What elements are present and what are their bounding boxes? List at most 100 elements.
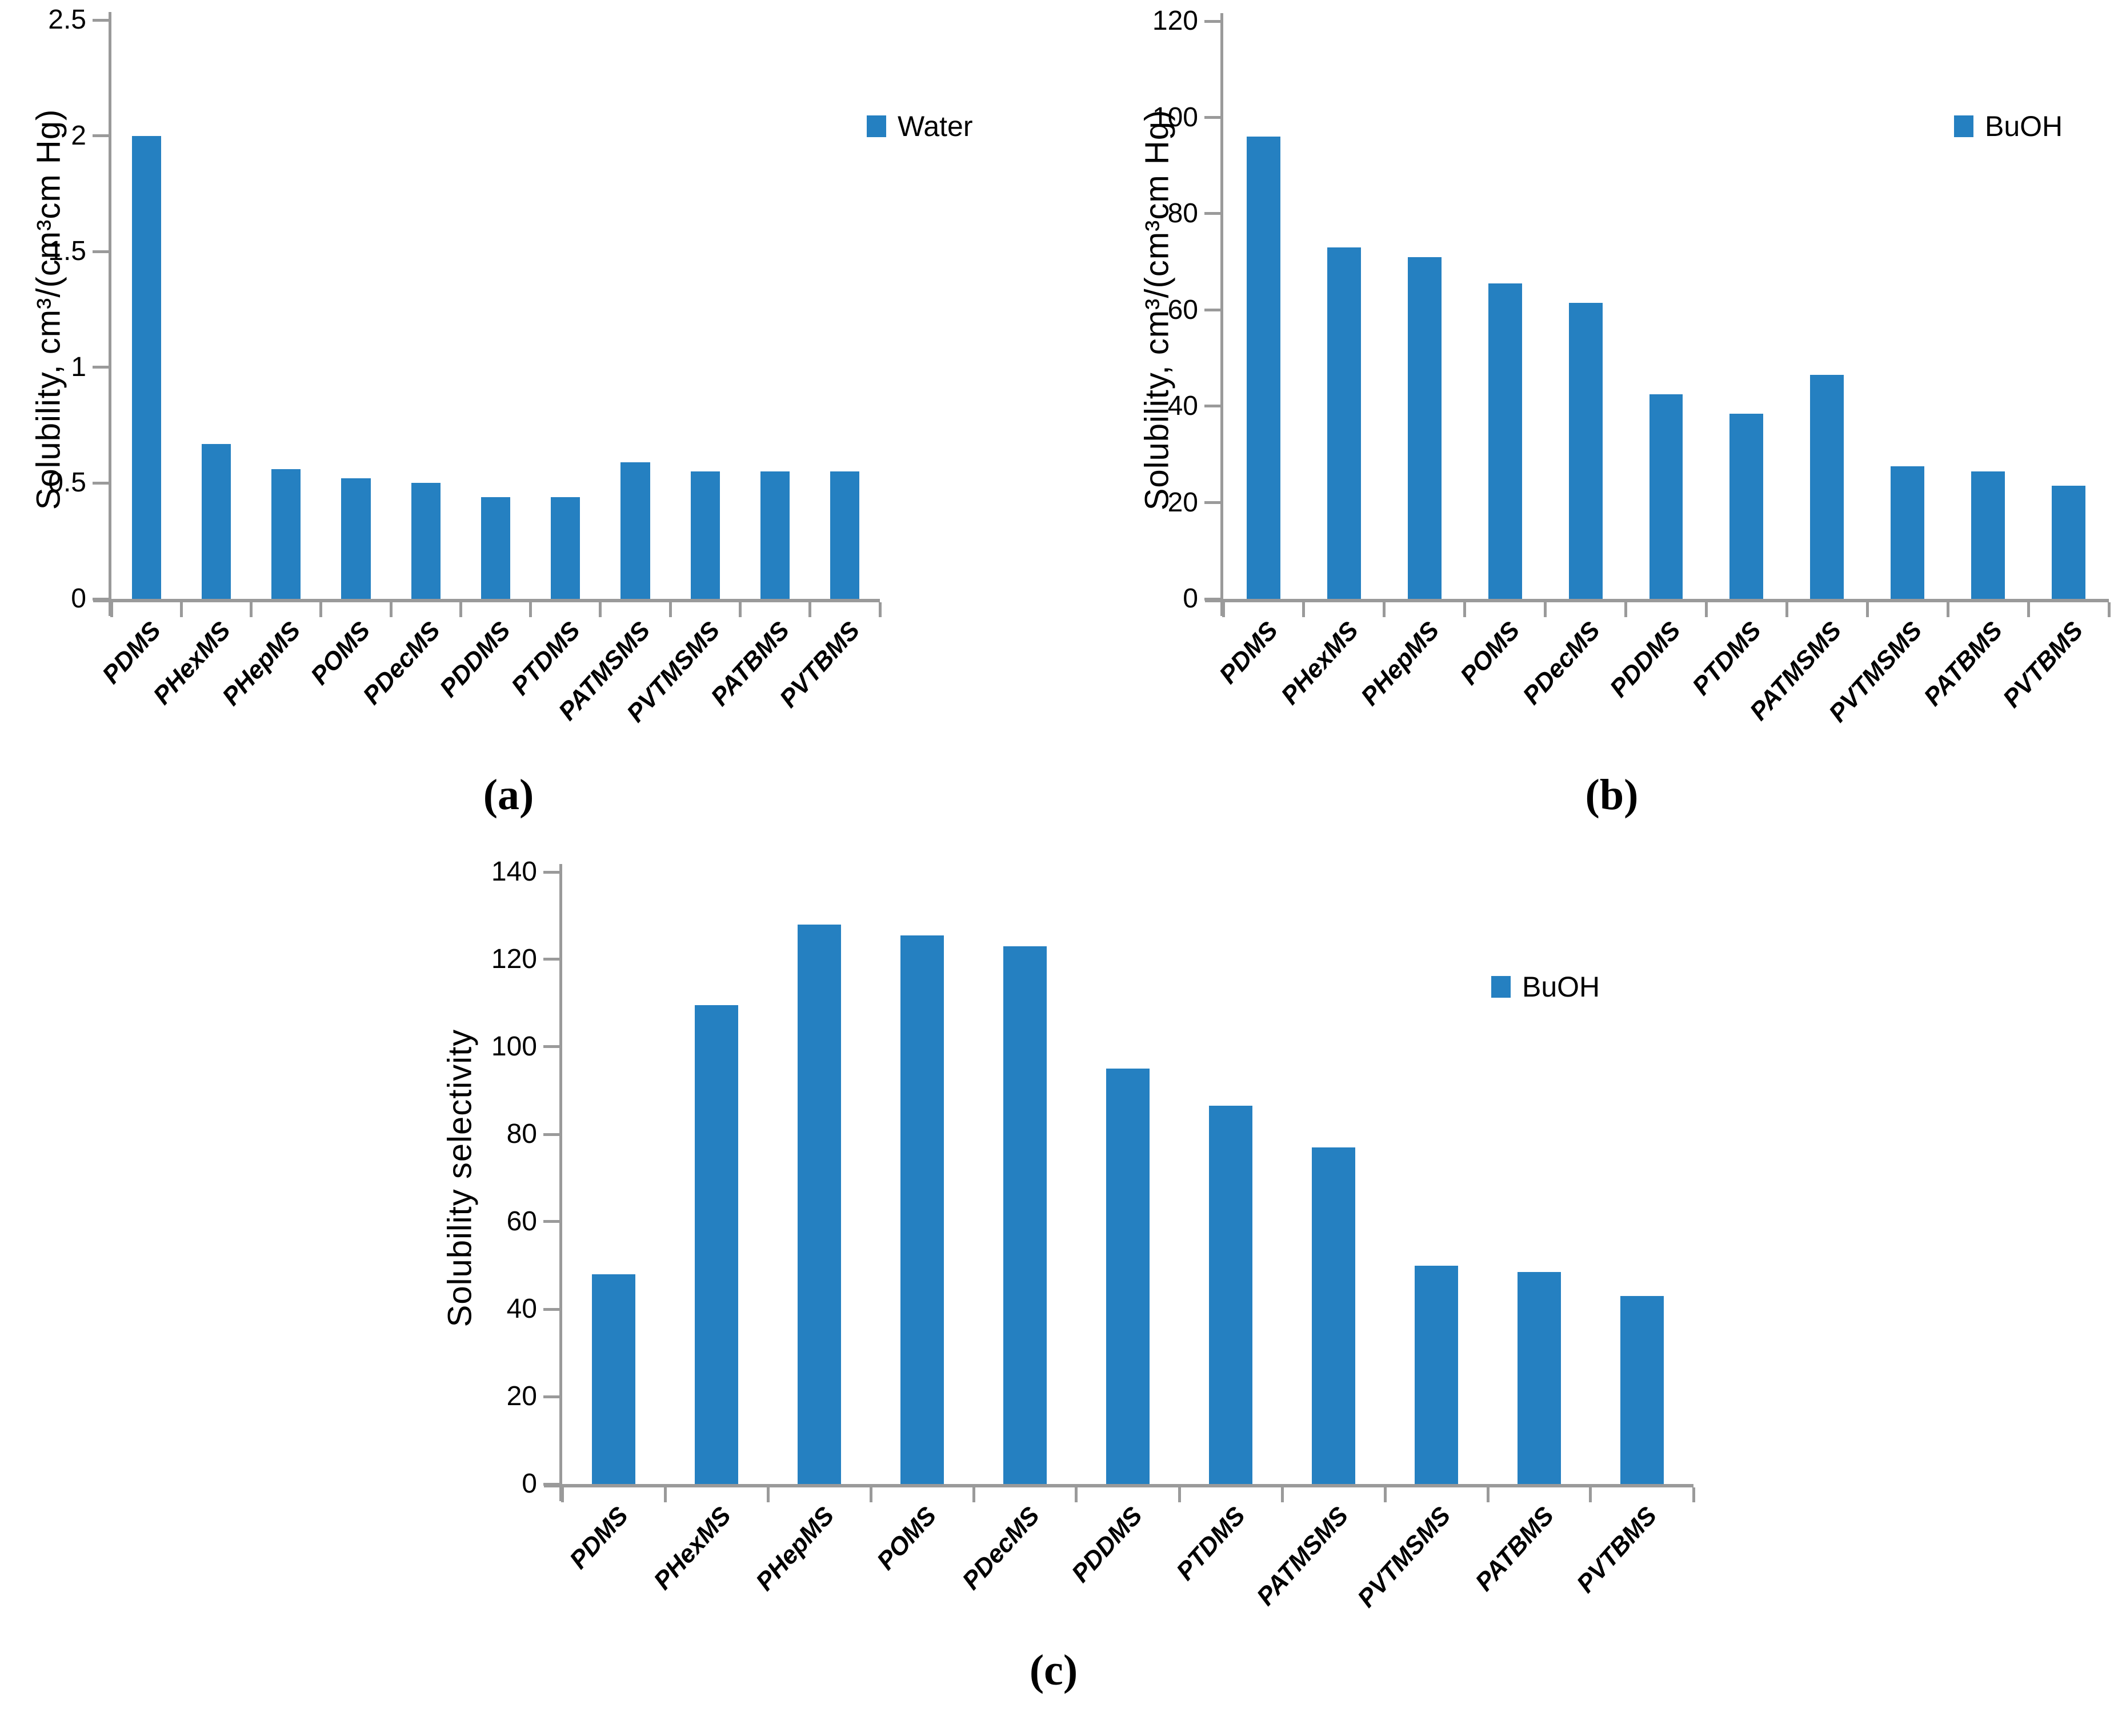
y-tick-label: 140: [491, 857, 537, 887]
bar-PDMS: [131, 135, 161, 599]
bar-PHexMS: [695, 1005, 738, 1484]
y-tick: [543, 1133, 559, 1136]
y-tick: [543, 1482, 559, 1486]
bar-PVTBMS: [1620, 1296, 1664, 1484]
x-tick: [1075, 1487, 1078, 1502]
bar-PTDMS: [1729, 413, 1764, 599]
x-tick: [110, 602, 113, 617]
x-tick: [179, 602, 183, 617]
x-axis-line: [544, 1484, 1693, 1487]
x-tick: [599, 602, 602, 617]
bar-PDDMS: [1649, 394, 1683, 599]
bar-PVTMSMS: [1891, 466, 1925, 599]
x-tick: [738, 602, 742, 617]
x-tick: [2107, 602, 2111, 617]
y-tick-label: 100: [1152, 102, 1198, 133]
y-tick-label: 40: [1167, 391, 1198, 421]
y-tick-label: 0.5: [48, 467, 86, 498]
x-tick: [459, 602, 462, 617]
y-tick-label: 1: [71, 351, 86, 382]
y-axis-line: [1220, 13, 1223, 616]
bar-PDMS: [1247, 137, 1280, 599]
y-tick-label: 0: [1183, 583, 1198, 614]
bar-PATMSMS: [620, 462, 650, 599]
y-tick-label: 40: [506, 1294, 537, 1324]
bar-PHexMS: [1327, 247, 1361, 599]
x-tick-label-PVTMSMS: PVTMSMS: [1352, 1501, 1456, 1613]
bar-PDDMS: [481, 497, 511, 599]
legend-label: BuOH: [1522, 971, 1600, 1003]
y-tick: [543, 1220, 559, 1223]
x-tick: [766, 1487, 770, 1502]
x-tick: [2027, 602, 2030, 617]
x-tick: [560, 1487, 564, 1502]
x-tick: [972, 1487, 975, 1502]
x-tick: [250, 602, 253, 617]
bar-POMS: [341, 478, 371, 599]
y-axis-line: [109, 12, 111, 616]
y-tick-label: 120: [1152, 6, 1198, 36]
bar-PDecMS: [1568, 302, 1603, 599]
bar-PATBMS: [1971, 471, 2005, 599]
x-tick-label-PDDMS: PDDMS: [1066, 1501, 1148, 1588]
legend-label: BuOH: [1985, 110, 2063, 142]
x-tick: [878, 602, 882, 617]
x-tick: [1463, 602, 1467, 617]
x-tick-label-PDecMS: PDecMS: [956, 1501, 1045, 1595]
x-tick: [1486, 1487, 1490, 1502]
y-tick: [543, 1395, 559, 1398]
x-tick: [1544, 602, 1547, 617]
y-tick: [543, 958, 559, 961]
y-tick: [93, 481, 109, 485]
x-tick-label-PDMS: PDMS: [564, 1501, 634, 1574]
y-tick: [1204, 19, 1220, 23]
bar-PHexMS: [201, 443, 231, 599]
y-tick-label: 80: [506, 1119, 537, 1149]
y-tick-label: 0: [71, 583, 86, 614]
y-tick: [93, 134, 109, 138]
plot-area-c: 0 20 40 60 80 100 120 140: [491, 858, 1695, 1502]
bar-PVTBMS: [2052, 486, 2085, 599]
legend-c: BuOH: [1491, 970, 1600, 1003]
bar-PATBMS: [1518, 1271, 1561, 1484]
y-tick-label: 100: [491, 1031, 537, 1062]
x-tick: [1946, 602, 1949, 617]
bar-PHepMS: [271, 469, 301, 599]
bar-PTDMS: [551, 497, 580, 599]
x-tick: [1222, 602, 1225, 617]
y-tick-label: 60: [1167, 294, 1198, 325]
bar-POMS: [900, 935, 944, 1484]
bar-PVTMSMS: [1415, 1265, 1458, 1484]
x-tick-label-PHepMS: PHepMS: [750, 1501, 839, 1597]
x-tick: [1383, 1487, 1387, 1502]
panel-caption-b: (b): [1585, 771, 1639, 819]
legend-b: BuOH: [1954, 110, 2063, 143]
y-axis-line: [559, 864, 562, 1501]
y-tick: [1204, 501, 1220, 504]
bar-PVTMSMS: [690, 471, 720, 599]
y-tick: [543, 1307, 559, 1311]
y-tick-label: 120: [491, 944, 537, 974]
legend-swatch-icon: [1491, 976, 1511, 998]
x-tick-label-PATBMS: PATBMS: [1470, 1501, 1559, 1597]
panel-caption-a: (a): [483, 771, 534, 819]
bar-PHepMS: [1407, 257, 1442, 599]
x-tick: [1280, 1487, 1284, 1502]
bar-PTDMS: [1209, 1106, 1252, 1484]
bar-PDecMS: [1003, 946, 1047, 1484]
y-tick-label: 20: [1167, 487, 1198, 518]
bar-POMS: [1488, 283, 1522, 599]
y-tick: [1204, 309, 1220, 311]
x-tick: [1865, 602, 1869, 617]
y-tick-label: 2.5: [48, 5, 86, 35]
x-tick: [1178, 1487, 1181, 1502]
legend-swatch-icon: [867, 115, 886, 137]
y-tick-label: 20: [506, 1381, 537, 1411]
y-tick: [93, 18, 109, 22]
y-tick-label: 80: [1167, 198, 1198, 229]
x-tick: [1383, 602, 1386, 617]
